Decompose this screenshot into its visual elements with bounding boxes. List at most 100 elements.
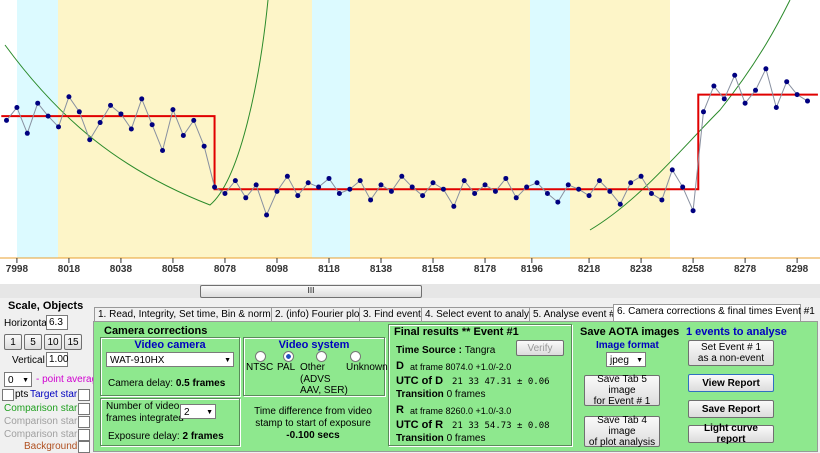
checkbox[interactable] xyxy=(78,429,90,441)
model-line xyxy=(1,93,818,191)
x-tick-label: 8196 xyxy=(521,264,544,275)
data-point xyxy=(274,188,280,194)
x-tick-label: 8078 xyxy=(214,264,237,275)
input[interactable]: 6.3 xyxy=(46,315,68,330)
data-point xyxy=(87,137,93,143)
radio[interactable] xyxy=(350,351,361,362)
heading: Event #1 xyxy=(473,326,519,338)
data-point xyxy=(160,148,166,153)
data-point xyxy=(243,195,249,201)
button[interactable]: Save Tab 5 image for Event # 1 xyxy=(584,374,660,407)
data-point xyxy=(534,180,540,186)
data-point xyxy=(212,184,218,190)
label: Time Source : Tangra xyxy=(396,345,495,357)
data-point xyxy=(409,184,415,190)
select[interactable]: 0 xyxy=(4,372,32,388)
expected-curve xyxy=(4,0,791,231)
radio[interactable] xyxy=(255,351,266,362)
data-point xyxy=(732,72,738,78)
heading: Video camera xyxy=(134,339,206,351)
data-point xyxy=(711,83,717,89)
data-point xyxy=(388,188,394,194)
data-point xyxy=(794,92,800,98)
data-point xyxy=(232,178,238,184)
button[interactable]: 15 xyxy=(64,334,82,350)
label: Transition xyxy=(396,389,444,400)
scrollbar-thumb[interactable]: III xyxy=(200,285,422,298)
band xyxy=(312,0,350,258)
label: Number of video frames integrated xyxy=(106,401,184,424)
label: Exposure delay: xyxy=(108,431,180,442)
group xyxy=(100,398,240,446)
input[interactable]: 1.00 xyxy=(46,352,68,367)
button[interactable]: 5 xyxy=(24,334,42,350)
button[interactable]: 1 xyxy=(4,334,22,350)
checkbox[interactable] xyxy=(78,416,90,428)
checkbox[interactable] xyxy=(78,389,90,401)
checkbox[interactable] xyxy=(78,403,90,415)
label: R xyxy=(396,404,404,416)
heading: Final results ** Event #1 xyxy=(394,326,519,339)
tab[interactable]: 4. Select event to analyse xyxy=(421,307,540,322)
checkbox[interactable] xyxy=(78,441,90,453)
select[interactable]: 2 xyxy=(180,404,216,420)
data-point xyxy=(659,197,665,203)
data-point xyxy=(420,193,426,199)
label: Horizontal xyxy=(4,318,50,329)
data-point xyxy=(555,199,561,205)
label: Transition 0 frames xyxy=(396,433,485,445)
x-tick-label: 8278 xyxy=(734,264,757,275)
value: at frame 8260.0 +1.0/-3.0 xyxy=(410,406,512,416)
data-point xyxy=(440,186,446,192)
button[interactable]: 10 xyxy=(44,334,62,350)
tab[interactable]: 3. Find events xyxy=(359,307,426,322)
data-point xyxy=(544,191,550,196)
x-tick-label: 8098 xyxy=(266,264,289,275)
data-point xyxy=(680,184,686,190)
button[interactable]: Save Tab 4 image of plot analysis xyxy=(584,415,660,448)
button[interactable]: View Report xyxy=(688,374,774,392)
tab[interactable]: 5. Analyse event #1 xyxy=(529,307,620,322)
tab-active[interactable]: 6. Camera corrections & final times Even… xyxy=(613,304,815,322)
value: 21 33 54.73 ± 0.08 xyxy=(452,421,550,431)
band xyxy=(530,0,570,258)
heading: 1 events to analyse xyxy=(686,326,787,338)
data-point xyxy=(170,107,176,113)
data-point xyxy=(524,184,530,190)
label: Camera delay: xyxy=(108,378,174,389)
x-tick-label: 8058 xyxy=(162,264,185,275)
data-point xyxy=(669,167,675,173)
data-point xyxy=(14,105,20,110)
data-point xyxy=(368,197,374,203)
light-curve-line xyxy=(6,67,808,217)
marker: ** xyxy=(461,326,471,338)
button[interactable]: Verify xyxy=(516,340,564,356)
value: 2 frames xyxy=(182,431,224,442)
data-point xyxy=(576,186,582,192)
heading: Image format xyxy=(596,340,659,351)
radio[interactable] xyxy=(316,351,327,362)
button[interactable]: Light curve report xyxy=(688,423,774,445)
value: -0.100 secs xyxy=(286,430,340,441)
object-label: Background xyxy=(24,441,78,452)
button[interactable]: Set Event # 1 as a non-event xyxy=(688,340,774,366)
select[interactable]: jpeg xyxy=(606,352,646,368)
data-point xyxy=(24,130,30,136)
value: 21 33 47.31 ± 0.06 xyxy=(452,377,550,387)
data-point xyxy=(128,126,134,132)
data-point xyxy=(753,87,759,93)
data-point xyxy=(347,186,353,192)
heading: Save AOTA images xyxy=(580,326,680,338)
select[interactable]: WAT-910HX xyxy=(106,352,234,368)
button[interactable]: Save Report xyxy=(688,400,774,418)
tab[interactable]: 2. (info) Fourier plot xyxy=(271,307,362,322)
checkbox[interactable] xyxy=(2,389,14,401)
radio[interactable] xyxy=(283,351,294,362)
label: UTC of R xyxy=(396,419,444,431)
label: Time difference from video stamp to star… xyxy=(254,406,372,429)
x-tick-label: 8018 xyxy=(58,264,81,275)
light-curve-plot: 7998 8018 8038 8058 8078 8098 8118 8138 8158 8178… xyxy=(0,0,820,284)
data-point xyxy=(503,175,509,181)
data-point xyxy=(763,66,769,72)
tab[interactable]: 1. Read, Integrity, Set time, Bin & norm… xyxy=(94,307,291,322)
